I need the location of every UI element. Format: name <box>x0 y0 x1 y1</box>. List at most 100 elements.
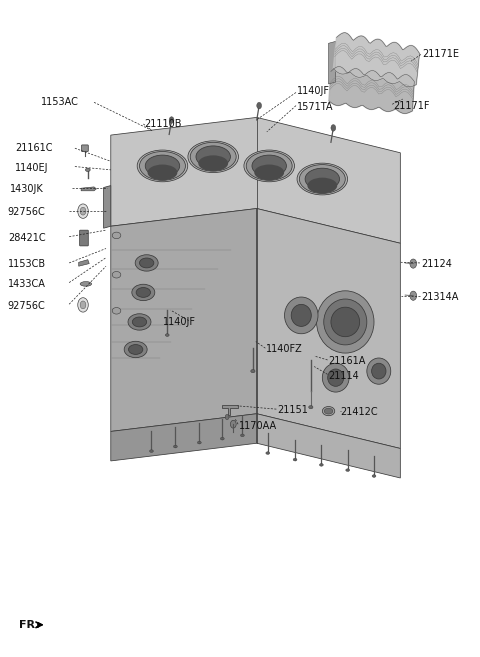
Text: 1153AC: 1153AC <box>41 97 79 107</box>
Ellipse shape <box>145 155 180 177</box>
Text: 21110B: 21110B <box>144 119 182 129</box>
Ellipse shape <box>320 464 323 466</box>
Polygon shape <box>111 118 400 243</box>
Ellipse shape <box>323 407 335 416</box>
Ellipse shape <box>367 358 391 384</box>
Ellipse shape <box>137 150 188 182</box>
Text: 1430JK: 1430JK <box>10 184 44 194</box>
Text: 28421C: 28421C <box>8 233 46 243</box>
Circle shape <box>230 420 236 428</box>
Ellipse shape <box>136 288 151 298</box>
Ellipse shape <box>244 150 294 182</box>
Polygon shape <box>111 414 257 461</box>
Ellipse shape <box>324 299 367 345</box>
Ellipse shape <box>251 369 255 373</box>
Polygon shape <box>333 33 420 87</box>
FancyBboxPatch shape <box>80 230 88 246</box>
Ellipse shape <box>190 143 236 171</box>
Ellipse shape <box>85 168 90 171</box>
Ellipse shape <box>165 334 169 336</box>
Text: 1170AA: 1170AA <box>239 420 277 430</box>
Circle shape <box>78 204 88 218</box>
Ellipse shape <box>372 363 386 379</box>
Polygon shape <box>257 208 400 449</box>
Text: 21171E: 21171E <box>422 49 459 59</box>
Polygon shape <box>104 185 111 228</box>
Text: 21151: 21151 <box>277 405 308 415</box>
Ellipse shape <box>300 165 345 193</box>
Ellipse shape <box>80 282 92 286</box>
Ellipse shape <box>140 258 154 268</box>
Ellipse shape <box>307 177 337 194</box>
Polygon shape <box>328 41 336 84</box>
Text: 21124: 21124 <box>421 260 452 269</box>
Ellipse shape <box>266 452 270 455</box>
Ellipse shape <box>323 363 349 392</box>
Circle shape <box>169 117 174 124</box>
Ellipse shape <box>372 475 376 478</box>
Ellipse shape <box>297 163 348 195</box>
Ellipse shape <box>140 152 185 180</box>
Ellipse shape <box>254 164 284 181</box>
Ellipse shape <box>129 344 143 354</box>
Text: 1571TA: 1571TA <box>298 102 334 112</box>
Ellipse shape <box>135 255 158 271</box>
Circle shape <box>331 125 336 131</box>
Polygon shape <box>111 208 257 432</box>
Text: 1433CA: 1433CA <box>8 279 46 289</box>
Ellipse shape <box>328 369 344 386</box>
Ellipse shape <box>196 146 230 168</box>
Text: 1153CB: 1153CB <box>8 260 46 269</box>
Ellipse shape <box>252 155 287 177</box>
Text: FR.: FR. <box>19 620 39 630</box>
Ellipse shape <box>324 408 333 414</box>
Text: 21161C: 21161C <box>15 143 52 153</box>
Text: 1140JF: 1140JF <box>298 86 330 96</box>
Text: 21161A: 21161A <box>328 356 366 367</box>
Text: 92756C: 92756C <box>8 300 46 311</box>
Text: 1140JF: 1140JF <box>163 317 196 327</box>
Circle shape <box>78 298 88 312</box>
Polygon shape <box>79 260 89 266</box>
Ellipse shape <box>346 469 349 472</box>
Ellipse shape <box>150 450 154 453</box>
Text: 92756C: 92756C <box>8 207 46 217</box>
Ellipse shape <box>112 232 121 238</box>
Circle shape <box>80 301 86 309</box>
Ellipse shape <box>188 141 239 173</box>
Ellipse shape <box>293 459 297 461</box>
Ellipse shape <box>309 405 313 409</box>
Polygon shape <box>257 414 400 478</box>
Polygon shape <box>81 187 96 191</box>
FancyBboxPatch shape <box>82 145 88 152</box>
Polygon shape <box>222 405 238 415</box>
Ellipse shape <box>112 307 121 314</box>
Ellipse shape <box>147 164 178 181</box>
Ellipse shape <box>317 291 374 353</box>
Ellipse shape <box>124 341 147 357</box>
Text: 21114: 21114 <box>328 371 360 380</box>
Ellipse shape <box>240 434 244 437</box>
Ellipse shape <box>285 297 318 334</box>
Text: 1140FZ: 1140FZ <box>266 344 303 355</box>
Ellipse shape <box>197 442 201 444</box>
Circle shape <box>257 102 262 109</box>
Text: 21314A: 21314A <box>421 292 458 302</box>
Ellipse shape <box>132 284 155 301</box>
Ellipse shape <box>112 271 121 278</box>
Text: 1140EJ: 1140EJ <box>15 163 48 173</box>
Ellipse shape <box>173 445 177 448</box>
Circle shape <box>410 291 417 300</box>
Ellipse shape <box>331 307 360 336</box>
Ellipse shape <box>128 314 151 330</box>
Polygon shape <box>38 623 45 626</box>
Ellipse shape <box>246 152 292 180</box>
Ellipse shape <box>220 438 224 440</box>
Ellipse shape <box>198 155 228 171</box>
Text: 21412C: 21412C <box>340 407 378 417</box>
Circle shape <box>410 259 417 268</box>
Text: 21171F: 21171F <box>393 101 430 110</box>
Circle shape <box>225 415 229 420</box>
Polygon shape <box>329 66 414 114</box>
Ellipse shape <box>305 168 339 190</box>
